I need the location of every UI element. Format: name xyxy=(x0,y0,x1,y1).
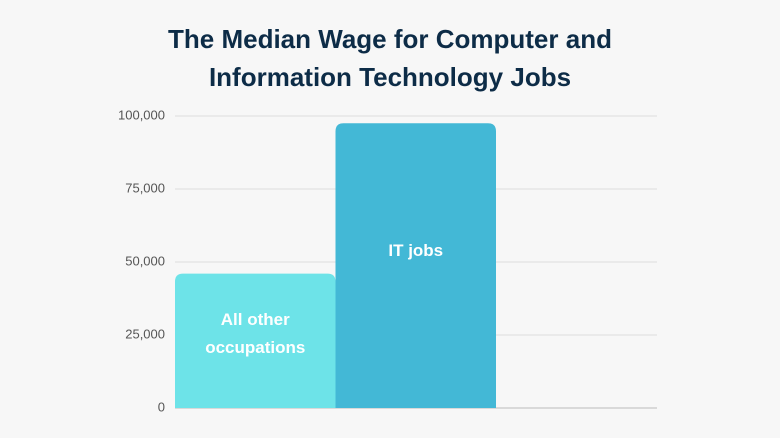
category-label: IT jobs xyxy=(388,241,444,261)
bar xyxy=(335,123,496,409)
y-tick-label: 75,000 xyxy=(125,180,165,195)
category-label: All other occupations xyxy=(205,310,306,358)
chart-title: The Median Wage for Computer and Informa… xyxy=(168,24,612,92)
y-tick-label: 100,000 xyxy=(118,107,165,122)
y-tick-label: 25,000 xyxy=(125,326,165,341)
y-tick-label: 50,000 xyxy=(125,253,165,268)
bar xyxy=(175,273,336,408)
y-tick-label: 0 xyxy=(158,399,165,414)
